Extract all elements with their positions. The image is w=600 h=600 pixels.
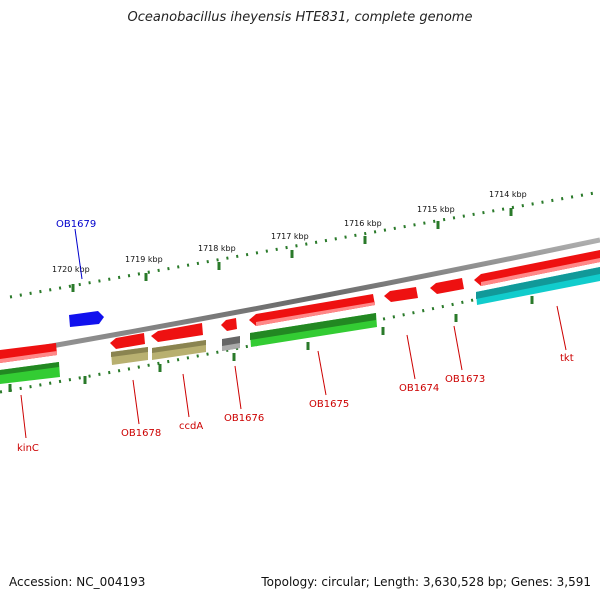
label-ob1679[interactable]: OB1679	[56, 219, 96, 230]
kbp-label-1720: 1720 kbp	[52, 265, 90, 274]
gene-kinc-cds-shade	[0, 351, 57, 363]
kbp-label-1714: 1714 kbp	[489, 190, 527, 199]
leader-ob1675	[317, 350, 327, 396]
label-ob1674[interactable]: OB1674	[399, 383, 439, 394]
leader-ob1676	[234, 365, 242, 410]
gene-ob1679[interactable]	[69, 311, 104, 327]
gene-ob1678-cds[interactable]	[110, 333, 145, 349]
genome-title: Oceanobacillus iheyensis HTE831, complet…	[127, 10, 473, 25]
secondary-features	[0, 267, 600, 384]
gene-ob1675-cds-shade	[256, 302, 375, 326]
kbp-label-1718: 1718 kbp	[198, 244, 236, 253]
label-tkt[interactable]: tkt	[560, 353, 574, 364]
gene-tkt-feature-dark	[476, 267, 600, 299]
genome-backbone	[0, 237, 600, 358]
genome-summary-text: Topology: circular; Length: 3,630,528 bp…	[261, 575, 591, 589]
accession-text: Accession: NC_004193	[9, 575, 146, 589]
outer-ruler-track	[9, 190, 600, 299]
leader-ccda	[182, 373, 190, 418]
label-ccda[interactable]: ccdA	[179, 421, 203, 432]
label-leaders	[20, 228, 567, 439]
gene-ob1678-feature-dark	[111, 347, 148, 357]
label-ob1678[interactable]: OB1678	[121, 428, 161, 439]
gene-tkt-cds[interactable]	[474, 250, 600, 286]
leader-kinc	[20, 394, 27, 439]
leader-ob1678	[132, 379, 140, 425]
gene-ob1676-feature-light	[222, 343, 240, 351]
gene-ccda-feature-dark	[152, 340, 206, 353]
gene-kinc-rna-dark	[0, 362, 59, 375]
leader-tkt	[556, 305, 567, 351]
label-ob1673[interactable]: OB1673	[445, 374, 485, 385]
label-kinc[interactable]: kinC	[17, 443, 39, 454]
label-ob1675[interactable]: OB1675	[309, 399, 349, 410]
leader-ob1673	[453, 325, 463, 371]
kbp-label-1715: 1715 kbp	[417, 205, 455, 214]
leader-ob1674	[406, 334, 416, 380]
gene-ob1673-cds[interactable]	[430, 278, 464, 294]
kbp-label-1716: 1716 kbp	[344, 219, 382, 228]
gene-ob1676-cds[interactable]	[221, 318, 237, 331]
label-ob1676[interactable]: OB1676	[224, 413, 264, 424]
inner-ruler-major-ticks	[8, 296, 534, 392]
gene-ccda-cds[interactable]	[151, 323, 203, 342]
outer-ruler-major-ticks	[71, 208, 513, 292]
gene-ob1674-cds[interactable]	[384, 287, 418, 302]
gene-tkt-cds-shade	[481, 258, 600, 286]
gene-ob1675-rna-dark	[250, 313, 376, 340]
forward-strand-genes	[0, 250, 600, 363]
kbp-label-1719: 1719 kbp	[125, 255, 163, 264]
leader-ob1679	[74, 228, 83, 280]
kbp-label-1717: 1717 kbp	[271, 232, 309, 241]
